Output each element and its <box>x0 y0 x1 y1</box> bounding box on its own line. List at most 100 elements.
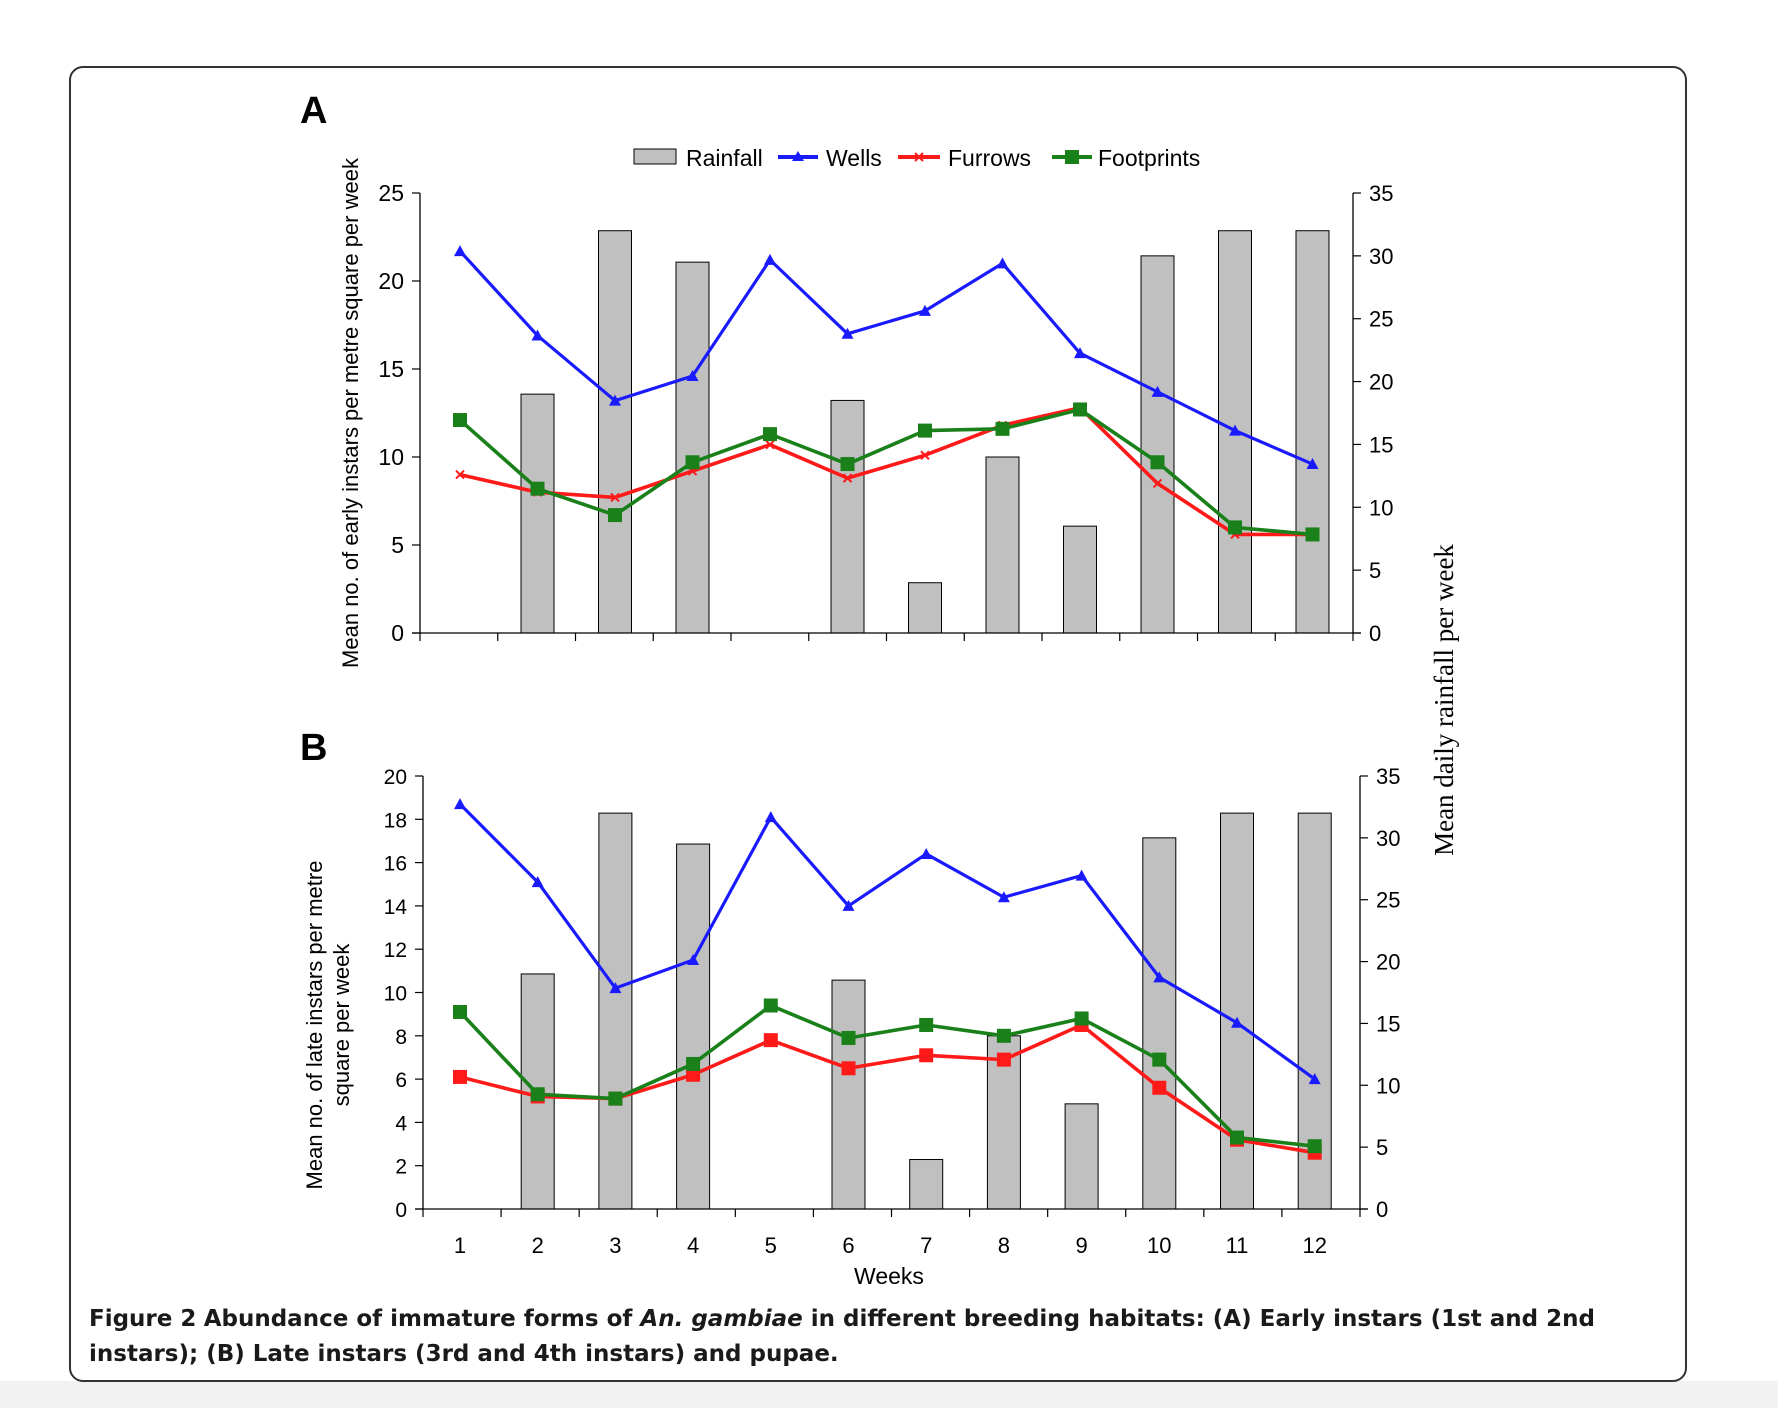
panel-b-ytick-label: 0 <box>395 1199 407 1222</box>
panel-b-wells-point <box>687 954 700 966</box>
panel-b-rainfall-bar <box>598 812 633 1210</box>
panel-a-ytick-label: 5 <box>391 532 404 558</box>
panel-a-wells-point <box>454 245 466 257</box>
panel-a-furrows-line <box>459 405 1313 537</box>
panel-b-ytick-label: 18 <box>384 809 407 832</box>
panel-b-furrows-point <box>686 1067 701 1082</box>
panel-b-y2tick-label: 25 <box>1376 888 1400 913</box>
panel-a-wells-point <box>1151 385 1164 397</box>
panel-a-footprints-point <box>1305 527 1320 542</box>
y2-label: Mean daily rainfall per week <box>1429 544 1459 856</box>
panel-b-ytick-label: 10 <box>384 983 407 1006</box>
legend-footprints-marker <box>1065 150 1079 164</box>
panel-a-ytick-label: 0 <box>391 620 404 646</box>
panel-b-ytick-label: 20 <box>384 766 407 789</box>
panel-a-footprints-point <box>840 457 855 472</box>
panel-a-furrows-point <box>1152 478 1163 489</box>
panel-a-rainfall-bar <box>985 456 1020 634</box>
panel-b-y2tick-label: 30 <box>1376 826 1400 851</box>
panel-a-footprints-point <box>1073 402 1087 417</box>
panel-a-footprints-point <box>1228 520 1242 535</box>
panel-b-wells-line <box>458 803 1316 1081</box>
panel-a-wells-point <box>841 327 854 339</box>
panel-a-wells-point <box>1229 424 1241 436</box>
panel-b-wells-point <box>531 876 544 888</box>
panel-a-wells-point <box>764 253 776 265</box>
panel-b-wells-point <box>920 847 933 859</box>
panel-b-xtick-label: 1 <box>454 1233 466 1258</box>
panel-b-wells-point <box>1075 869 1088 881</box>
panel-b-furrows-point <box>453 1069 467 1084</box>
panel-b-footprints-point <box>763 998 778 1013</box>
caption-text-2: in different breeding habitats: (A) Earl… <box>89 1306 1595 1367</box>
panel-a-ytick-label: 10 <box>378 444 404 470</box>
panel-b-rainfall-bar <box>1064 1103 1099 1210</box>
panel-a-y2tick-label: 20 <box>1369 370 1393 395</box>
panel-a-wells-point <box>996 257 1009 269</box>
panel-b-ytick-label: 16 <box>384 853 407 876</box>
panel-b-y2tick-label: 5 <box>1376 1135 1388 1160</box>
panel-a-wells-point <box>609 394 621 406</box>
panel-a-y2tick-label: 0 <box>1369 621 1381 646</box>
panel-b-footprints-point <box>1152 1052 1167 1067</box>
panel-a-y2tick-label: 5 <box>1369 558 1381 583</box>
panel-b-y2tick-label: 35 <box>1376 764 1400 789</box>
panel-b-xtick-label: 6 <box>842 1233 854 1258</box>
panel-b-xtick-label: 12 <box>1302 1233 1326 1258</box>
panel-a-rainfall-bar <box>830 399 865 634</box>
panel-b-wells-point <box>454 798 466 810</box>
panel-a-footprints-point <box>530 481 545 496</box>
panel-b-ylabel-line-2: square per week <box>329 943 354 1107</box>
panel-b-y2tick-label: 10 <box>1376 1073 1400 1098</box>
panel-b-ylabel-line-1: Mean no. of late instars per metre <box>302 861 327 1190</box>
panel-a-footprints-point <box>1150 455 1165 470</box>
panel-a-ytick-label: 20 <box>378 268 404 294</box>
panel-a-wells-line <box>458 249 1314 466</box>
panel-a-y2tick-label: 15 <box>1369 432 1393 457</box>
panel-b-xtick-label: 2 <box>532 1233 544 1258</box>
panel-a-rainfall-bar <box>675 261 710 634</box>
panel-a-letter: A <box>300 90 327 132</box>
legend: Rainfall Wells Furrows Footprints <box>633 145 1200 171</box>
panel-b-wells-point <box>1153 971 1166 983</box>
panel-a-wells-point <box>1074 347 1086 359</box>
figure-frame <box>69 66 1687 1382</box>
legend-wells-label: Wells <box>826 145 882 171</box>
panel-a-wells-point <box>531 329 544 341</box>
panel-b-rainfall-bar <box>676 843 711 1210</box>
panel-b-xtick-label: 7 <box>920 1233 932 1258</box>
panel-b-xtick-label: 4 <box>687 1233 699 1258</box>
panel-b-wells-point <box>997 891 1010 903</box>
panel-a-y2tick-label: 10 <box>1369 495 1393 520</box>
panel-a-furrows-point <box>765 439 775 450</box>
figure-caption: Figure 2 Abundance of immature forms of … <box>89 1302 1669 1372</box>
panel-b-xtick-label: 10 <box>1147 1233 1171 1258</box>
panel-b-ytick-label: 2 <box>395 1156 407 1179</box>
panel-b-rainfall-bar <box>909 1159 944 1210</box>
panel-a-plot: 0 5 10 15 20 25 0 5 10 15 20 25 30 35 <box>378 180 1393 646</box>
panel-a-y2tick-label: 25 <box>1369 307 1393 332</box>
legend-wells-marker <box>792 151 804 161</box>
panel-b-ytick-label: 8 <box>395 1026 407 1049</box>
x-axis-label: Weeks <box>854 1263 924 1289</box>
panel-b-xtick-label: 5 <box>765 1233 777 1258</box>
panel-b-letter: B <box>300 727 327 769</box>
panel-b-wells-point <box>842 899 855 911</box>
panel-a-footprints-line <box>458 407 1313 537</box>
panel-b-ylabel: Mean no. of late instars per metresquare… <box>302 861 354 1190</box>
panel-b-furrows-point <box>919 1048 934 1063</box>
panel-a-furrows-point <box>842 473 853 483</box>
page-bottom-band <box>0 1381 1778 1408</box>
panel-a-furrows-point <box>455 469 465 480</box>
panel-a-y2tick-label: 35 <box>1369 181 1393 206</box>
panel-b-footprints-point <box>919 1017 934 1032</box>
panel-a-ytick-label: 15 <box>378 356 404 382</box>
caption-species: An. gambiae <box>640 1306 803 1332</box>
panel-a-footprints-point <box>608 508 622 523</box>
panel-b-y2tick-label: 0 <box>1376 1197 1388 1222</box>
panel-b-ytick-label: 4 <box>395 1112 407 1135</box>
panel-a-rainfall-bar <box>1063 525 1097 634</box>
panel-a-rainfall-bar <box>598 230 632 634</box>
panel-a-footprints-point <box>995 421 1010 436</box>
